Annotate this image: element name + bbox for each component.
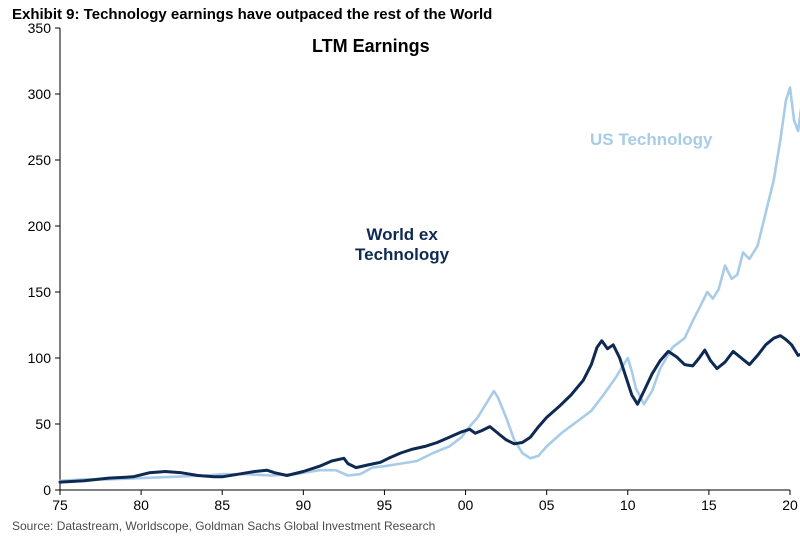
svg-text:0: 0 (43, 482, 51, 498)
svg-text:150: 150 (28, 284, 52, 300)
svg-text:75: 75 (52, 497, 68, 513)
svg-text:200: 200 (28, 218, 52, 234)
svg-text:350: 350 (28, 20, 52, 36)
svg-text:50: 50 (35, 416, 51, 432)
svg-text:00: 00 (458, 497, 474, 513)
chart-container: { "exhibit_title": "Exhibit 9: Technolog… (0, 0, 800, 539)
svg-text:15: 15 (701, 497, 717, 513)
source-text: Source: Datastream, Worldscope, Goldman … (12, 519, 435, 533)
series-label-us-tech: US Technology (590, 130, 712, 150)
svg-text:80: 80 (133, 497, 149, 513)
svg-text:10: 10 (620, 497, 636, 513)
series-label-world-ex-tech: World exTechnology (355, 225, 449, 264)
svg-text:100: 100 (28, 350, 52, 366)
svg-text:05: 05 (539, 497, 555, 513)
svg-text:85: 85 (214, 497, 230, 513)
svg-text:20: 20 (782, 497, 798, 513)
line-chart: 0 50 100 150 200 250 300 350 75 80 85 90 95 00 05 10 15 2… (0, 0, 800, 539)
svg-text:300: 300 (28, 86, 52, 102)
svg-text:90: 90 (296, 497, 312, 513)
svg-text:95: 95 (377, 497, 393, 513)
svg-text:250: 250 (28, 152, 52, 168)
